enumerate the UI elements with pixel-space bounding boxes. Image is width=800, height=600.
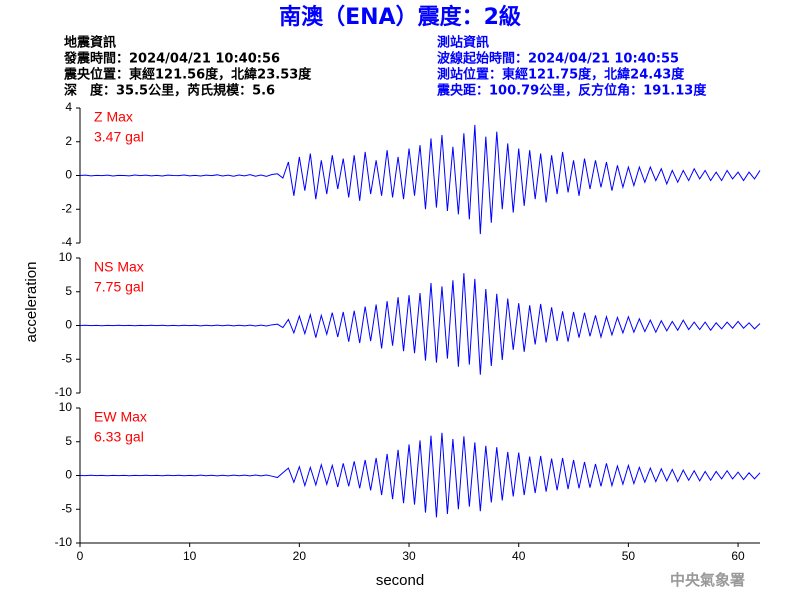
x-tick-label: 20 (293, 549, 307, 563)
y-tick-label: 5 (65, 434, 72, 448)
quake-info: 發震時間：2024/04/21 10:40:56 (63, 51, 280, 67)
y-tick-label: -5 (61, 501, 72, 515)
x-axis-label: second (376, 572, 424, 589)
station-info: 震央距：100.79公里，反方位角：191.13度 (436, 83, 707, 99)
y-tick-label: 0 (65, 468, 72, 482)
y-tick-label: -5 (61, 351, 72, 365)
y-tick-label: 2 (65, 134, 72, 148)
quake-info: 震央位置：東經121.56度，北緯23.53度 (63, 67, 312, 83)
quake-info: 深 度：35.5公里，芮氏規模：5.6 (64, 83, 275, 99)
station-info: 波線起始時間：2024/04/21 10:40:55 (437, 51, 679, 67)
peak-label: 6.33 gal (94, 429, 144, 445)
peak-label: 3.47 gal (94, 129, 144, 145)
y-tick-label: -10 (55, 535, 73, 549)
x-tick-label: 30 (402, 549, 416, 563)
title: 南澳（ENA）震度：2級 (279, 4, 521, 30)
y-tick-label: 10 (59, 250, 73, 264)
y-tick-label: -2 (61, 201, 72, 215)
peak-label: 7.75 gal (94, 279, 144, 295)
x-tick-label: 0 (77, 549, 84, 563)
y-tick-label: 0 (65, 168, 72, 182)
quake-info: 地震資訊 (64, 35, 116, 51)
y-tick-label: 4 (65, 100, 72, 114)
x-tick-label: 60 (731, 549, 745, 563)
footer: 中央氣象署 (670, 571, 745, 589)
y-tick-label: -4 (61, 235, 72, 249)
waveform (79, 124, 761, 235)
y-axis-label: acceleration (23, 262, 40, 343)
x-tick-label: 50 (622, 549, 636, 563)
station-info: 測站資訊 (437, 35, 489, 51)
y-tick-label: 10 (59, 400, 73, 414)
y-tick-label: 5 (65, 284, 72, 298)
x-tick-label: 10 (183, 549, 197, 563)
component-label: Z Max (94, 109, 133, 125)
x-tick-label: 40 (512, 549, 526, 563)
y-tick-label: 0 (65, 318, 72, 332)
component-label: EW Max (94, 409, 147, 425)
y-tick-label: -10 (55, 385, 73, 399)
waveform (79, 273, 761, 375)
waveform (79, 432, 761, 518)
station-info: 測站位置：東經121.75度，北緯24.43度 (437, 67, 685, 83)
component-label: NS Max (94, 259, 144, 275)
